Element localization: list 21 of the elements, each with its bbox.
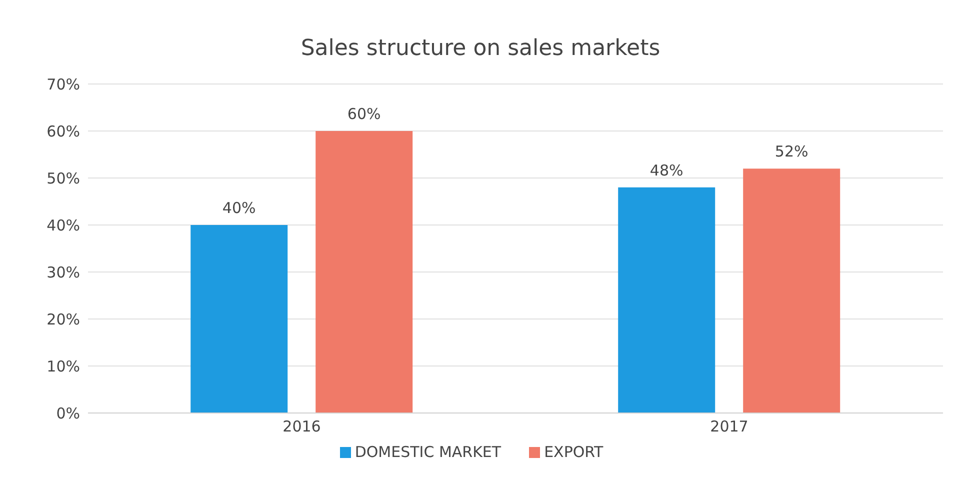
y-tick-label: 20% (46, 310, 80, 328)
x-tick-label: 2017 (710, 418, 748, 436)
x-tick-label: 2016 (282, 418, 321, 436)
bar (316, 131, 413, 413)
legend-label: EXPORT (544, 443, 604, 461)
y-tick-label: 70% (46, 75, 80, 94)
chart-title: Sales structure on sales markets (300, 35, 662, 63)
y-tick-label: 50% (46, 169, 80, 188)
y-tick-label: 30% (46, 263, 80, 282)
y-tick-label: 0% (56, 404, 80, 422)
data-label: 60% (347, 105, 381, 123)
data-label: 48% (650, 161, 684, 180)
bar (743, 168, 840, 413)
bar (618, 187, 716, 413)
legend-label: DOMESTIC MARKET (354, 443, 502, 461)
y-tick-label: 40% (46, 216, 80, 234)
data-label: 40% (222, 199, 256, 217)
y-tick-label: 60% (46, 122, 80, 140)
bar (190, 225, 288, 413)
y-tick-label: 10% (46, 357, 80, 376)
data-label: 52% (774, 142, 808, 161)
